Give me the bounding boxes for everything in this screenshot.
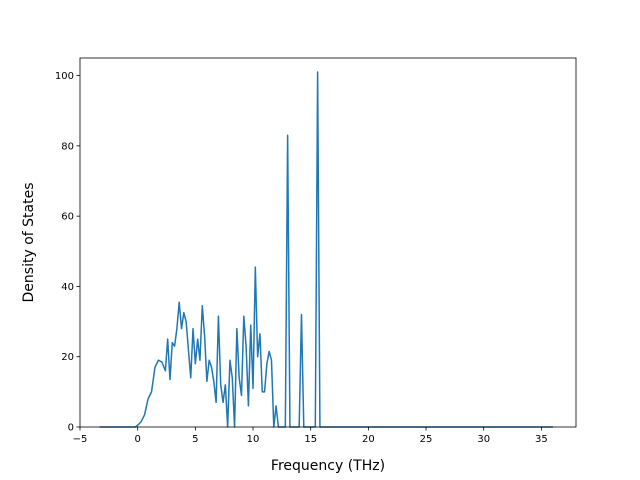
x-tick-label: 5	[192, 434, 198, 445]
axes-frame	[79, 57, 577, 428]
y-axis-title: Density of States	[21, 183, 37, 303]
plot-area	[79, 57, 577, 428]
y-tick-label: 100	[55, 71, 74, 82]
x-tick-label: −5	[73, 434, 88, 445]
y-tick-label: 60	[61, 212, 74, 223]
y-tick-label: 0	[68, 423, 74, 434]
x-tick-label: 15	[304, 434, 317, 445]
x-tick-label: 35	[535, 434, 548, 445]
y-axis: 0 20 40 60 80 100	[55, 71, 80, 434]
x-tick-label: 10	[247, 434, 260, 445]
x-tick-label: 20	[362, 434, 375, 445]
x-tick-label: 25	[420, 434, 433, 445]
y-tick-label: 80	[61, 141, 74, 152]
y-tick-label: 20	[61, 352, 74, 363]
x-tick-label: 0	[134, 434, 140, 445]
x-tick-label: 30	[477, 434, 490, 445]
x-axis: −5 0 5 10 15 20 25 30 35	[73, 427, 548, 445]
y-tick-label: 40	[61, 282, 74, 293]
x-axis-title: Frequency (THz)	[271, 458, 385, 474]
